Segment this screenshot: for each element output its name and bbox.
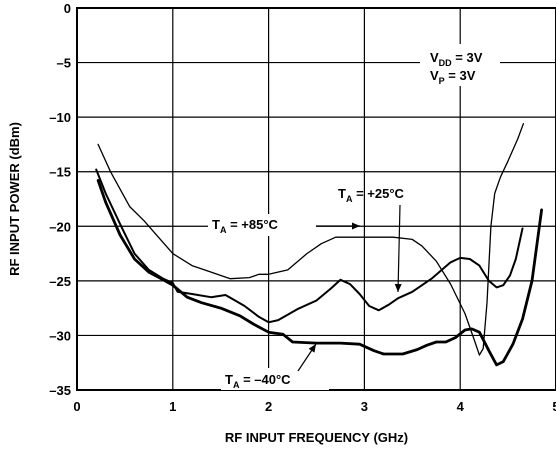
annotation-a85: TA = +85°C bbox=[212, 217, 279, 235]
y-tick-label: –35 bbox=[49, 383, 71, 398]
label-bg-am40 bbox=[221, 368, 329, 390]
series-line-t85 bbox=[97, 123, 525, 356]
y-axis-title: RF INPUT POWER (dBm) bbox=[7, 122, 22, 276]
x-tick-label: 4 bbox=[457, 399, 465, 414]
annotation-vdd: VDD = 3V bbox=[430, 50, 483, 68]
annotations: TA = +85°C TA = +25°C TA = –40°C VDD = 3VVP… bbox=[208, 44, 500, 390]
y-tick-label: –20 bbox=[49, 219, 71, 234]
label-bg-vdd bbox=[420, 44, 500, 86]
x-tick-labels: 0 1 2 3 4 5 bbox=[73, 399, 556, 414]
annotation-am40: TA = –40°C bbox=[225, 372, 291, 390]
annotation-vp: VP = 3V bbox=[430, 68, 476, 86]
series-group bbox=[95, 123, 543, 367]
pointer-25 bbox=[397, 204, 401, 293]
label-bg-a85 bbox=[208, 214, 316, 236]
series-line-tm40 bbox=[96, 179, 543, 367]
y-tick-labels: 0 –5 –10 –15 –20 –25 –30 –35 bbox=[49, 1, 71, 398]
x-tick-label: 0 bbox=[73, 399, 80, 414]
y-tick-label: –15 bbox=[49, 165, 71, 180]
x-axis-title: RF INPUT FREQUENCY (GHz) bbox=[225, 430, 408, 445]
pointer-25-head bbox=[394, 283, 402, 292]
x-tick-label: 1 bbox=[169, 399, 176, 414]
pointer-m40-head bbox=[308, 344, 316, 353]
y-tick-label: –10 bbox=[49, 110, 71, 125]
y-tick-label: –25 bbox=[49, 274, 71, 289]
x-tick-label: 2 bbox=[265, 399, 272, 414]
y-tick-label: –5 bbox=[57, 56, 71, 71]
x-tick-label: 3 bbox=[361, 399, 368, 414]
pointer-85-head bbox=[352, 222, 360, 230]
y-tick-label: 0 bbox=[64, 1, 71, 16]
x-tick-label: 5 bbox=[552, 399, 556, 414]
y-tick-label: –30 bbox=[49, 328, 71, 343]
annotation-a25: TA = +25°C bbox=[338, 186, 405, 204]
